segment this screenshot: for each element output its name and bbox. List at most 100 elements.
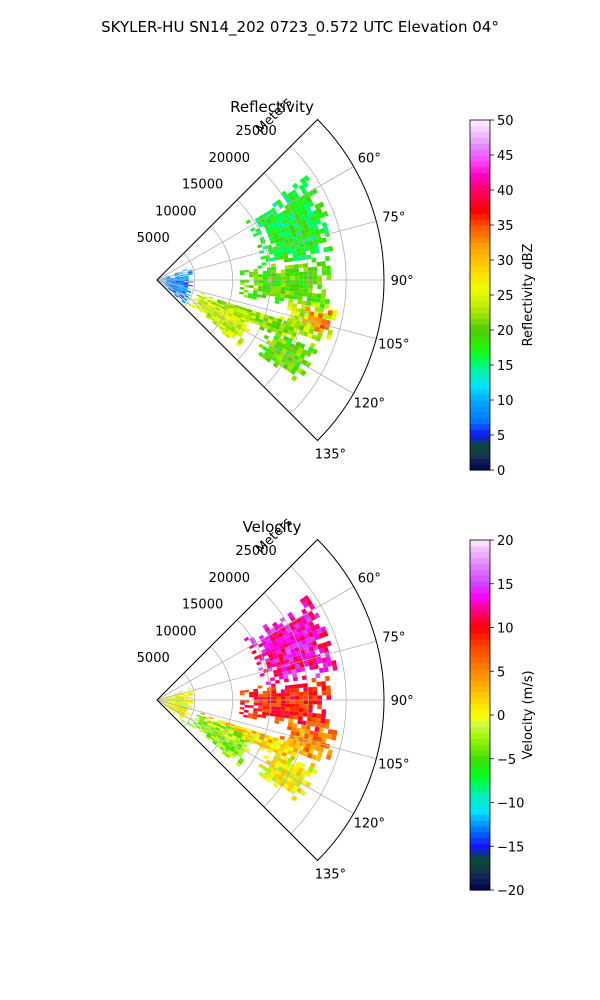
echo-gate xyxy=(321,270,327,276)
echo-gate xyxy=(312,271,318,276)
echo-gate xyxy=(244,269,249,273)
echo-gate xyxy=(292,222,299,229)
echo-gate xyxy=(252,232,259,238)
echo-gate xyxy=(278,675,284,680)
echo-gate xyxy=(297,234,303,241)
echo-gate xyxy=(276,693,282,697)
echo-gate xyxy=(308,275,313,280)
echo-gate xyxy=(183,705,189,708)
colorbar-swatch xyxy=(470,831,490,839)
echo-gate xyxy=(303,241,310,247)
echo-gate xyxy=(287,722,293,727)
echo-gate xyxy=(174,695,180,698)
echo-gate xyxy=(271,776,278,783)
echo-gate xyxy=(224,729,230,734)
echo-gate xyxy=(161,700,166,702)
echo-gate xyxy=(276,280,282,284)
echo-gate xyxy=(169,284,175,287)
echo-gate xyxy=(297,631,304,638)
echo-gate xyxy=(264,626,271,633)
colorbar-swatch xyxy=(470,621,490,629)
echo-gate xyxy=(317,751,323,758)
radial-tick-label: 5000 xyxy=(137,231,170,246)
echo-gate xyxy=(275,217,282,223)
colorbar-swatch xyxy=(470,639,490,646)
echo-gate xyxy=(331,734,337,741)
echo-gate xyxy=(179,698,185,700)
echo-gate xyxy=(261,294,267,299)
echo-gate xyxy=(307,734,314,740)
echo-gate xyxy=(183,283,189,285)
echo-gate xyxy=(170,701,176,703)
echo-gate xyxy=(287,757,293,764)
echo-gate xyxy=(182,708,188,711)
echo-gate xyxy=(290,665,296,670)
echo-gate xyxy=(275,713,281,718)
colorbar-swatch xyxy=(470,580,490,588)
sector-outline xyxy=(156,118,385,442)
echo-gate xyxy=(203,720,209,724)
echo-gate xyxy=(266,289,272,293)
echo-gate xyxy=(320,298,326,304)
echo-gate xyxy=(240,736,247,741)
echo-gate xyxy=(228,329,234,335)
echo-gate xyxy=(217,732,223,737)
echo-gate xyxy=(188,272,193,275)
echo-gate xyxy=(177,710,182,713)
echo-gate xyxy=(184,696,189,698)
echo-gate xyxy=(303,695,309,700)
echo-gate xyxy=(279,342,286,349)
echo-gate xyxy=(170,700,176,702)
echo-gate xyxy=(266,709,272,713)
echo-gate xyxy=(295,230,302,237)
echo-gate xyxy=(297,641,303,647)
echo-gate xyxy=(273,772,280,779)
echo-gate xyxy=(267,318,273,324)
echo-gate xyxy=(259,672,265,677)
echo-gate xyxy=(177,288,183,292)
radial-tick-label: 5000 xyxy=(137,651,170,666)
echo-gate xyxy=(270,239,276,245)
echo-gate xyxy=(270,743,276,749)
echo-gate xyxy=(281,280,286,284)
echo-gate xyxy=(184,702,189,704)
colorbar-swatch xyxy=(470,627,490,634)
echo-gate xyxy=(184,701,189,703)
echo-gate xyxy=(287,611,294,618)
echo-gate xyxy=(272,782,279,789)
echo-gate xyxy=(170,282,175,285)
echo-gate xyxy=(269,350,276,357)
echo-gate xyxy=(215,307,221,311)
echo-gate xyxy=(260,255,266,260)
echo-gate xyxy=(183,284,189,287)
echo-gate xyxy=(262,693,268,698)
echo-gate xyxy=(226,323,233,328)
echo-gate xyxy=(289,692,295,697)
echo-gate xyxy=(287,191,294,198)
echo-gate xyxy=(318,746,325,753)
echo-gate xyxy=(247,715,253,719)
colorbar-swatch xyxy=(470,615,490,623)
echo-gate xyxy=(303,700,309,705)
echo-gate xyxy=(279,635,286,641)
echo-gate xyxy=(244,284,250,288)
echo-gate xyxy=(194,717,200,721)
echo-gate xyxy=(267,270,272,274)
echo-gate xyxy=(278,251,284,257)
echo-gate xyxy=(221,314,227,319)
echo-gate xyxy=(287,302,293,307)
echo-gate xyxy=(170,700,176,702)
echo-gate xyxy=(281,629,288,636)
echo-gate xyxy=(165,283,170,286)
echo-gate xyxy=(303,213,310,220)
echo-gate xyxy=(216,725,221,730)
echo-gate xyxy=(279,735,286,741)
echo-gate xyxy=(314,745,320,752)
echo-gate xyxy=(239,711,244,715)
echo-gate xyxy=(288,714,294,720)
echo-gate xyxy=(314,229,321,236)
echo-gate xyxy=(274,325,281,331)
echo-gate xyxy=(170,282,175,284)
echo-gate xyxy=(290,189,298,196)
echo-gate xyxy=(173,288,178,291)
